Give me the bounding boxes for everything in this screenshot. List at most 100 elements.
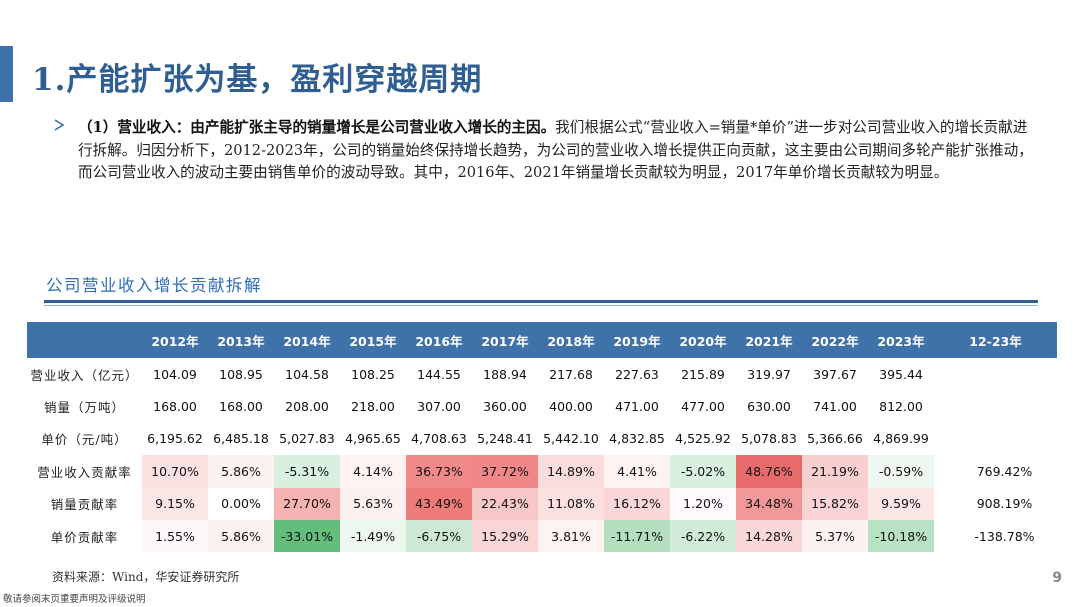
column-header: 2017年 bbox=[472, 322, 538, 358]
data-cell: 630.00 bbox=[747, 399, 791, 415]
data-cell: 477.00 bbox=[681, 399, 725, 415]
data-cell: 22.43% bbox=[472, 487, 538, 520]
data-cell: 4,525.92 bbox=[675, 431, 731, 447]
data-cell: 168.00 bbox=[153, 399, 197, 415]
data-cell: 4,832.85 bbox=[609, 431, 665, 447]
data-cell: 21.19% bbox=[802, 455, 868, 488]
column-header: 2016年 bbox=[406, 322, 472, 358]
table-header-row: 2012年 2013年 2014年 2015年 2016年 2017年 2018年 2019年… bbox=[27, 322, 1057, 358]
data-cell: 471.00 bbox=[615, 399, 659, 415]
data-cell: 0.00% bbox=[208, 487, 274, 520]
data-cell: 5.37% bbox=[802, 519, 868, 553]
row-label: 营业收入（亿元） bbox=[30, 367, 139, 383]
column-header: 2023年 bbox=[868, 322, 934, 358]
data-cell: -33.01% bbox=[274, 519, 340, 553]
data-cell: -6.22% bbox=[670, 519, 736, 553]
data-cell: 5,442.10 bbox=[543, 431, 599, 447]
data-cell: 397.67 bbox=[813, 366, 857, 382]
total-cell bbox=[934, 358, 1057, 390]
data-cell: 144.55 bbox=[417, 366, 461, 382]
data-cell: 4,708.63 bbox=[411, 431, 467, 447]
table-row: 营业收入（亿元） 104.09 108.95 104.58 108.25 144.55 18… bbox=[27, 358, 1057, 390]
data-cell: 218.00 bbox=[351, 399, 395, 415]
data-cell: 1.55% bbox=[142, 519, 208, 553]
column-header: 2019年 bbox=[604, 322, 670, 358]
footer-disclaimer: 敬请参阅末页重要声明及评级说明 bbox=[3, 594, 146, 605]
revenue-decomposition-table: 2012年 2013年 2014年 2015年 2016年 2017年 2018年 2019年… bbox=[27, 322, 1057, 553]
data-cell: 104.58 bbox=[285, 366, 329, 382]
data-cell: 14.89% bbox=[538, 455, 604, 488]
summary-body: 我们根据公式“营业收入=销量*单价”进一步对公司营业收入的增长贡献进行拆解。归因… bbox=[78, 119, 1033, 181]
data-cell: -0.59% bbox=[868, 455, 934, 488]
data-cell: -1.49% bbox=[340, 519, 406, 553]
data-cell: -11.71% bbox=[604, 519, 670, 553]
data-cell: 227.63 bbox=[615, 366, 659, 382]
data-cell: 104.09 bbox=[153, 366, 197, 382]
column-header: 12-23年 bbox=[934, 322, 1057, 358]
total-cell: 908.19% bbox=[976, 496, 1033, 512]
data-cell: 1.20% bbox=[670, 487, 736, 520]
data-cell: 48.76% bbox=[736, 455, 802, 488]
page-title: 1.产能扩张为基，盈利穿越周期 bbox=[32, 62, 483, 98]
data-cell: 319.97 bbox=[747, 366, 791, 382]
data-cell: 812.00 bbox=[879, 399, 923, 415]
data-cell: 217.68 bbox=[549, 366, 593, 382]
column-header: 2021年 bbox=[736, 322, 802, 358]
data-cell: 4,965.65 bbox=[345, 431, 401, 447]
data-cell: 5,366.66 bbox=[807, 431, 863, 447]
data-cell: 395.44 bbox=[879, 366, 923, 382]
data-cell: 188.94 bbox=[483, 366, 527, 382]
data-cell: 6,195.62 bbox=[147, 431, 203, 447]
data-cell: 15.82% bbox=[802, 487, 868, 520]
table-row: 营业收入贡献率 10.70% 5.86% -5.31% 4.14% 36.73% 37.72… bbox=[27, 455, 1057, 488]
data-cell: 27.70% bbox=[274, 487, 340, 520]
data-source: 资料来源：Wind，华安证券研究所 bbox=[52, 570, 240, 584]
column-header: 2020年 bbox=[670, 322, 736, 358]
data-cell: 5.86% bbox=[208, 519, 274, 553]
column-header: 2018年 bbox=[538, 322, 604, 358]
data-cell: 360.00 bbox=[483, 399, 527, 415]
data-cell: 37.72% bbox=[472, 455, 538, 488]
data-cell: 5,027.83 bbox=[279, 431, 335, 447]
table-row: 销量（万吨） 168.00 168.00 208.00 218.00 307.00 360.… bbox=[27, 390, 1057, 422]
table-title: 公司营业收入增长贡献拆解 bbox=[46, 276, 262, 295]
summary-paragraph: （1）营业收入：由产能扩张主导的销量增长是公司营业收入增长的主因。我们根据公式“… bbox=[78, 117, 1038, 185]
triangle-right-icon bbox=[54, 119, 65, 135]
data-cell: 10.70% bbox=[142, 455, 208, 488]
data-cell: 215.89 bbox=[681, 366, 725, 382]
summary-lead: （1）营业收入：由产能扩张主导的销量增长是公司营业收入增长的主因。 bbox=[78, 119, 556, 136]
row-label: 销量贡献率 bbox=[50, 497, 119, 513]
column-header: 2014年 bbox=[274, 322, 340, 358]
row-label: 销量（万吨） bbox=[43, 400, 125, 416]
total-cell: -138.78% bbox=[974, 528, 1035, 544]
data-cell: 34.48% bbox=[736, 487, 802, 520]
data-cell: 108.95 bbox=[219, 366, 263, 382]
data-cell: 4.14% bbox=[340, 455, 406, 488]
data-cell: 14.28% bbox=[736, 519, 802, 553]
column-header: 2013年 bbox=[208, 322, 274, 358]
data-cell: 9.59% bbox=[868, 487, 934, 520]
data-cell: -5.31% bbox=[274, 455, 340, 488]
title-accent-bar bbox=[0, 46, 13, 102]
data-cell: -10.18% bbox=[868, 519, 934, 553]
table-row: 单价贡献率 1.55% 5.86% -33.01% -1.49% -6.75% 15.29%… bbox=[27, 519, 1057, 553]
data-cell: 400.00 bbox=[549, 399, 593, 415]
row-label: 单价（元/吨） bbox=[41, 432, 128, 448]
table-title-rule-thin bbox=[44, 305, 1038, 306]
total-cell: 769.42% bbox=[976, 463, 1033, 479]
data-cell: 741.00 bbox=[813, 399, 857, 415]
table-title-rule bbox=[44, 300, 1038, 303]
data-cell: 5,078.83 bbox=[741, 431, 797, 447]
data-cell: 36.73% bbox=[406, 455, 472, 488]
data-cell: 16.12% bbox=[604, 487, 670, 520]
data-cell: 168.00 bbox=[219, 399, 263, 415]
total-cell bbox=[934, 390, 1057, 422]
total-cell bbox=[934, 423, 1057, 455]
data-cell: 3.81% bbox=[538, 519, 604, 553]
data-cell: 15.29% bbox=[472, 519, 538, 553]
data-cell: 9.15% bbox=[142, 487, 208, 520]
data-cell: -5.02% bbox=[670, 455, 736, 488]
data-cell: 6,485.18 bbox=[213, 431, 269, 447]
data-cell: 43.49% bbox=[406, 487, 472, 520]
page-number: 9 bbox=[1052, 570, 1062, 586]
